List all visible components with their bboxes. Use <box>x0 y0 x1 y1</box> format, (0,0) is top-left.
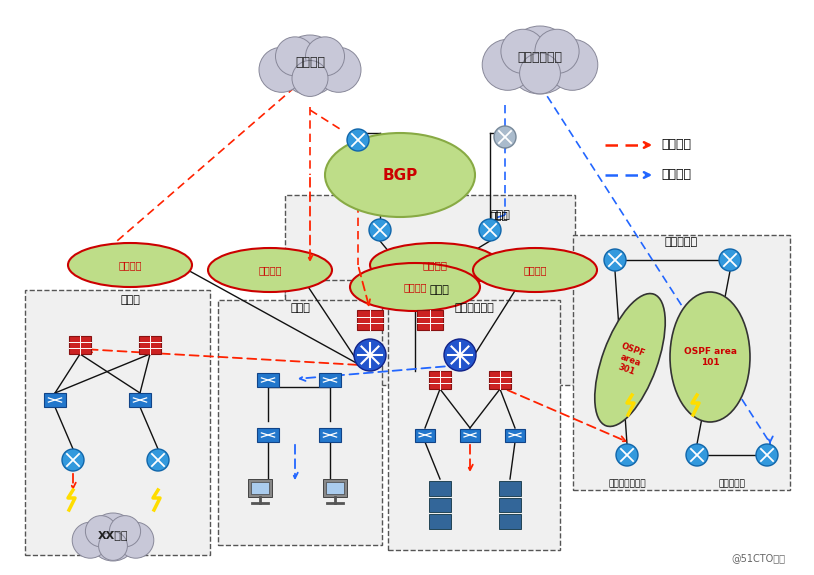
Circle shape <box>292 60 328 97</box>
Circle shape <box>535 29 579 74</box>
Bar <box>251 482 269 494</box>
Text: 业务流量: 业务流量 <box>661 139 691 151</box>
Ellipse shape <box>370 243 500 287</box>
Circle shape <box>369 219 391 241</box>
Text: 上联区: 上联区 <box>490 210 510 220</box>
Bar <box>460 428 480 442</box>
Text: 核心区: 核心区 <box>430 285 450 295</box>
Bar <box>505 428 525 442</box>
Circle shape <box>686 444 708 466</box>
Circle shape <box>482 39 533 90</box>
Text: XX单位: XX单位 <box>98 530 129 540</box>
Circle shape <box>85 516 116 547</box>
Bar <box>69 336 91 354</box>
Circle shape <box>347 129 369 151</box>
Text: @51CTO博客: @51CTO博客 <box>731 553 785 563</box>
Circle shape <box>98 531 128 561</box>
Circle shape <box>72 522 108 558</box>
Bar <box>285 195 575 380</box>
Bar <box>257 428 279 442</box>
Bar <box>357 310 383 330</box>
Circle shape <box>506 26 574 94</box>
Circle shape <box>280 35 340 95</box>
Ellipse shape <box>208 248 332 292</box>
Bar <box>326 482 344 494</box>
Ellipse shape <box>595 294 665 427</box>
Circle shape <box>479 219 501 241</box>
Text: 办公区: 办公区 <box>290 303 310 313</box>
Bar <box>319 428 341 442</box>
Circle shape <box>616 444 638 466</box>
Bar <box>257 373 279 387</box>
Text: 外联区: 外联区 <box>120 295 140 305</box>
Circle shape <box>147 449 169 471</box>
Text: 静态路由: 静态路由 <box>403 282 427 292</box>
Bar <box>248 479 272 497</box>
Circle shape <box>501 29 545 74</box>
Circle shape <box>547 39 597 90</box>
Text: 静态路由: 静态路由 <box>118 260 142 270</box>
Ellipse shape <box>670 292 750 422</box>
Bar <box>25 290 210 555</box>
Circle shape <box>354 339 386 371</box>
Text: 一级分行灾备: 一级分行灾备 <box>518 51 562 64</box>
Circle shape <box>118 522 154 558</box>
Bar <box>429 481 451 496</box>
Circle shape <box>305 37 344 76</box>
Circle shape <box>494 126 516 148</box>
Text: 静态路由: 静态路由 <box>258 265 282 275</box>
Bar <box>218 300 382 545</box>
Bar <box>489 371 511 389</box>
Bar <box>499 514 521 529</box>
Text: 网点路由器: 网点路由器 <box>719 479 746 488</box>
Bar <box>429 371 451 389</box>
Text: 离行自助路由器: 离行自助路由器 <box>608 479 646 488</box>
Bar <box>499 481 521 496</box>
Bar <box>129 393 151 407</box>
Circle shape <box>259 47 304 93</box>
Text: OSPF area
101: OSPF area 101 <box>684 347 737 367</box>
Bar <box>285 280 575 385</box>
Bar <box>388 300 560 550</box>
Bar <box>44 393 66 407</box>
Circle shape <box>756 444 778 466</box>
Bar <box>417 310 443 330</box>
Circle shape <box>719 249 741 271</box>
Ellipse shape <box>325 133 475 217</box>
Bar <box>429 498 451 512</box>
Circle shape <box>89 513 137 561</box>
Bar <box>415 428 435 442</box>
Text: BGP: BGP <box>383 167 418 182</box>
Bar <box>139 336 161 354</box>
Bar <box>429 514 451 529</box>
Circle shape <box>316 47 361 93</box>
Text: OSPF
area
301: OSPF area 301 <box>613 342 647 378</box>
Bar <box>319 373 341 387</box>
Bar <box>323 479 347 497</box>
Ellipse shape <box>350 263 480 311</box>
Text: 同城接入区: 同城接入区 <box>664 237 698 247</box>
Bar <box>499 498 521 512</box>
Circle shape <box>444 339 476 371</box>
Text: 上联区: 上联区 <box>490 210 509 220</box>
Text: 一级分行: 一级分行 <box>295 56 325 69</box>
Circle shape <box>519 53 560 94</box>
Circle shape <box>109 516 141 547</box>
Bar <box>573 235 790 490</box>
Circle shape <box>604 249 626 271</box>
Text: 办公流量: 办公流量 <box>661 168 691 182</box>
Text: 静态路由: 静态路由 <box>422 260 448 270</box>
Ellipse shape <box>473 248 597 292</box>
Text: 服务器接入区: 服务器接入区 <box>454 303 494 313</box>
Circle shape <box>275 37 314 76</box>
Text: 静态路由: 静态路由 <box>523 265 547 275</box>
Ellipse shape <box>68 243 192 287</box>
Circle shape <box>62 449 84 471</box>
